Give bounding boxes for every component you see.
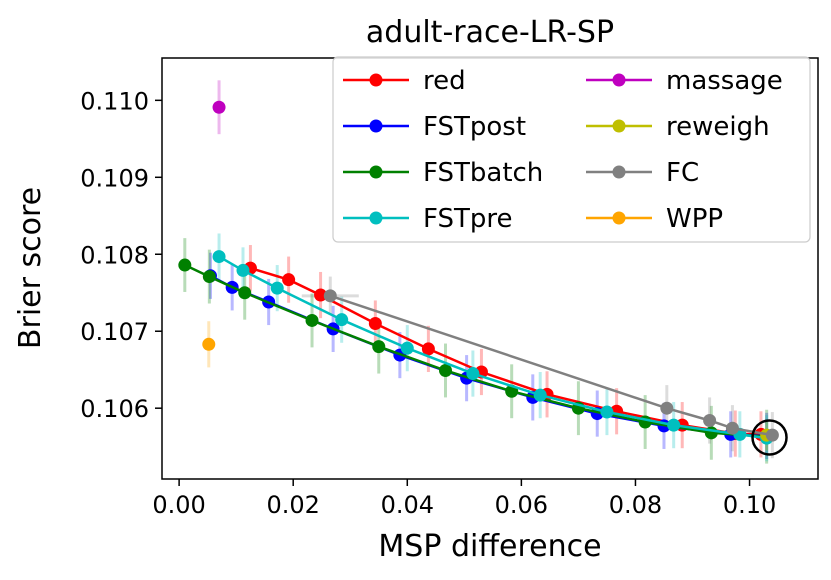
data-point [202,337,216,351]
data-point [178,258,192,272]
y-axis-label: Brier score [13,187,48,349]
data-point [533,388,547,402]
legend-marker [369,119,383,133]
data-point [703,414,717,428]
legend-label: red [423,66,466,96]
data-point [704,426,718,440]
legend-label: FC [666,158,699,188]
plot-area [178,80,788,464]
data-point [667,418,681,432]
data-point [439,363,453,377]
legend-marker [612,211,626,225]
series-line [329,294,773,437]
data-point [323,289,337,303]
legend-label: WPP [666,204,723,234]
data-point [314,288,328,302]
legend: red FSTpost FSTbatch FSTpre massage reweigh FC… [332,56,811,243]
legend-label: FSTpost [423,112,526,142]
chart-title: adult-race-LR-SP [366,15,614,50]
x-tick-label: 0.10 [723,491,776,519]
legend-marker [612,73,626,87]
legend-label: FSTbatch [423,158,543,188]
data-point [335,313,349,327]
legend-box [332,56,811,243]
legend-marker [612,165,626,179]
x-tick-label: 0.02 [266,491,319,519]
y-tick-label: 0.110 [80,87,149,115]
y-tick-label: 0.109 [80,164,149,192]
x-axis-label: MSP difference [378,529,601,564]
data-point [238,286,252,300]
x-tick-label: 0.04 [381,491,434,519]
legend-marker [612,119,626,133]
data-point [305,313,319,327]
data-point [372,340,386,354]
legend-marker [369,73,383,87]
series-line [218,255,767,440]
legend-marker [369,165,383,179]
legend-marker [369,211,383,225]
legend-label: FSTpre [423,204,513,234]
data-point [765,428,779,442]
data-point [202,270,216,284]
data-point [212,100,226,114]
y-tick-label: 0.106 [80,395,149,423]
data-point [270,281,284,295]
data-point [660,401,674,415]
x-tick-label: 0.00 [152,491,205,519]
y-tick-label: 0.107 [80,318,149,346]
highlight-circle [751,419,788,456]
legend-label: massage [666,66,783,96]
axis-ticks: 0.00 0.02 0.04 0.06 0.08 0.10 0.106 0.107 0.108 0… [80,87,776,519]
data-point [600,405,614,419]
legend-label: reweigh [666,112,770,142]
data-point [466,367,480,381]
x-tick-label: 0.06 [495,491,548,519]
data-point [282,273,296,287]
data-point [236,263,250,277]
data-point [368,317,382,331]
data-point [421,342,435,356]
data-point [400,341,414,355]
data-point [725,421,739,435]
y-tick-label: 0.108 [80,241,149,269]
data-point [212,250,226,264]
x-tick-label: 0.08 [609,491,662,519]
